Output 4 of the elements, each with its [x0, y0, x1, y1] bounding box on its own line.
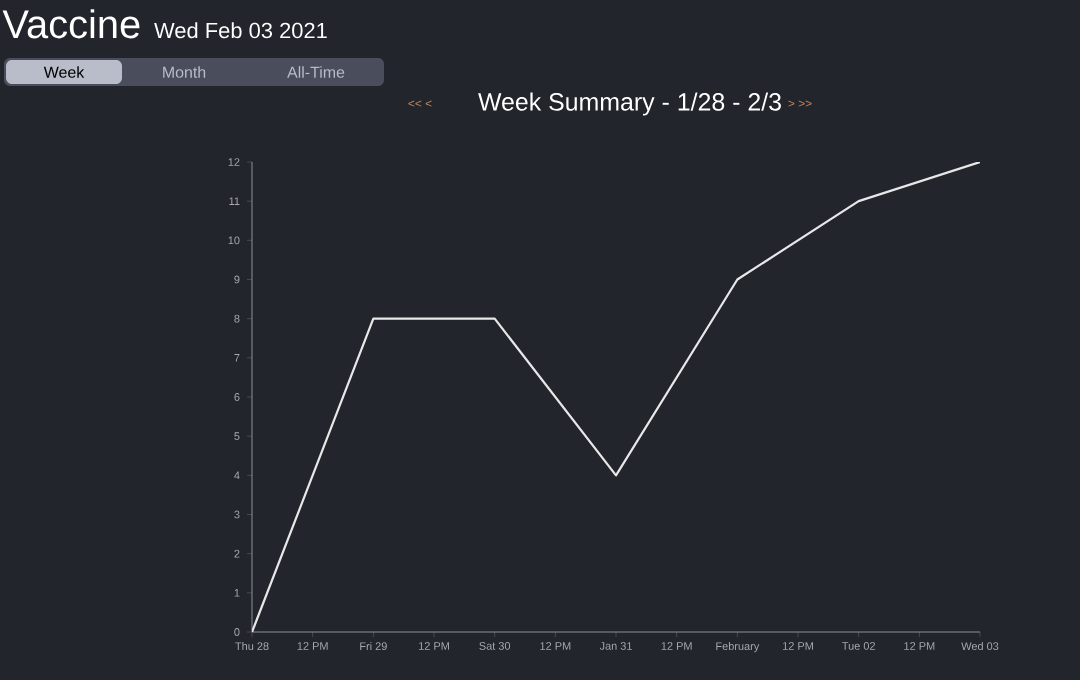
line-series: [252, 162, 981, 632]
chart-subtitle: Wed Feb 03 2021: [154, 22, 327, 39]
chart-title: Vaccine: [2, 9, 140, 39]
text: Week Summary - 1/28 - 2/3: [478, 92, 781, 116]
